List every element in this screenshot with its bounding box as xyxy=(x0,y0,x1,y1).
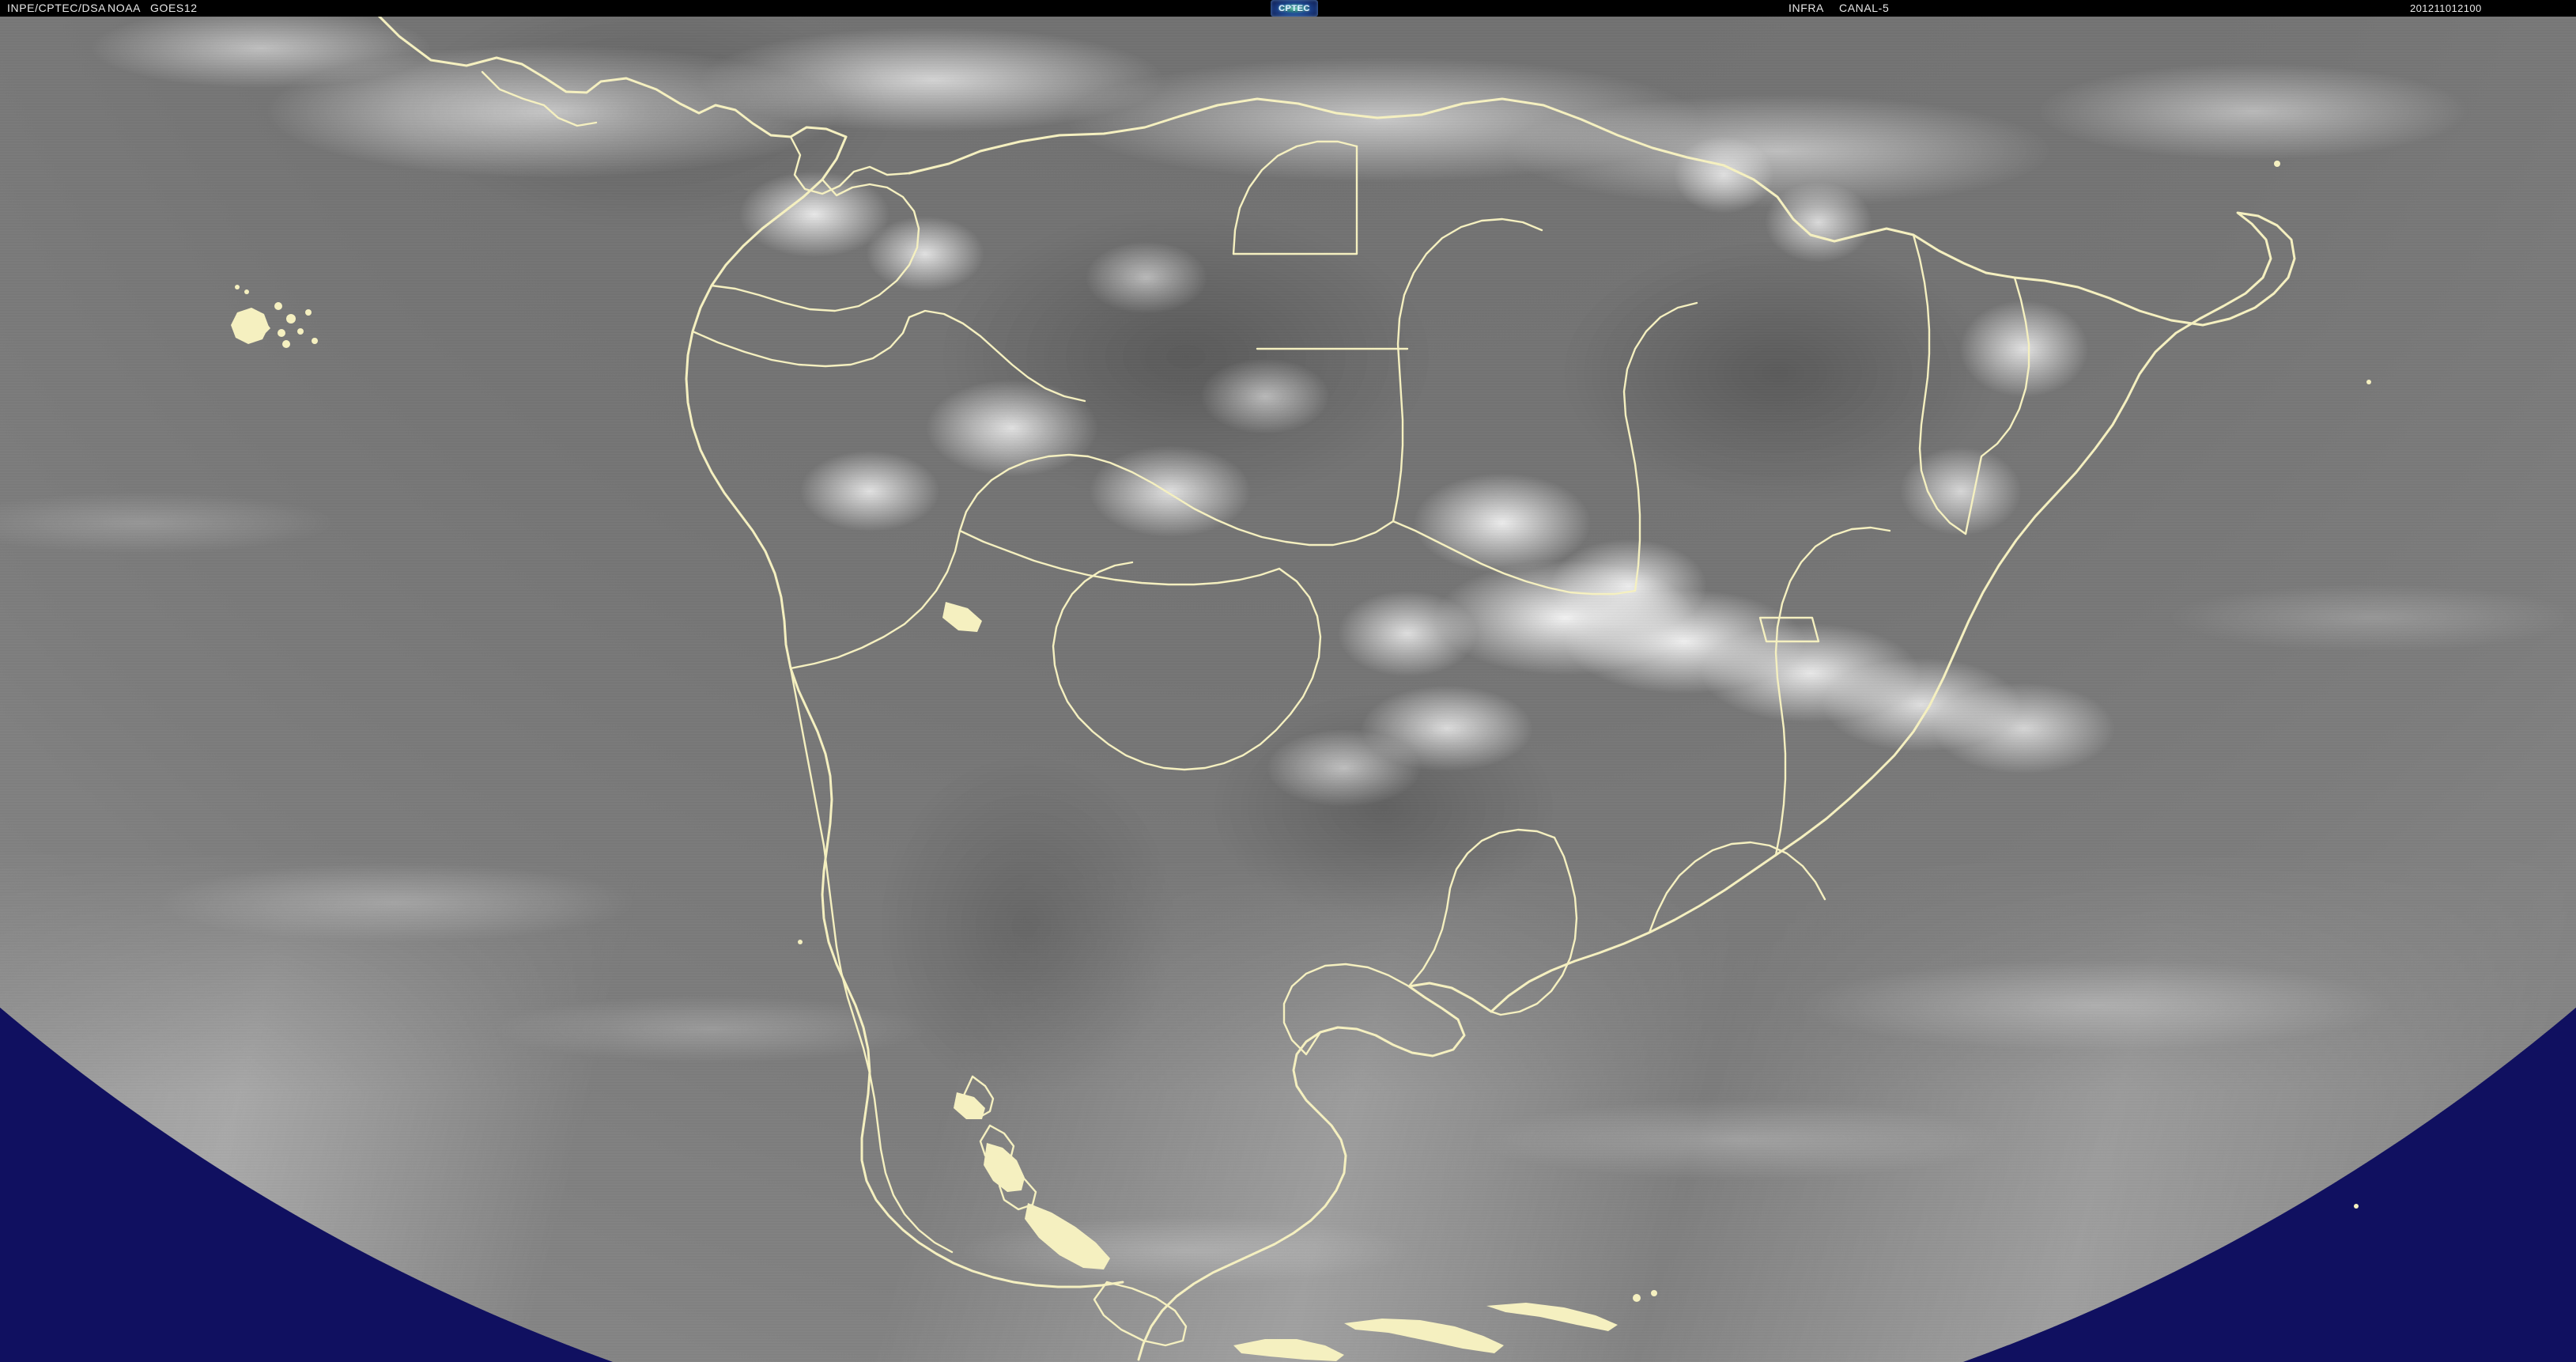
cloud-scene xyxy=(0,17,2576,1362)
scanline-texture xyxy=(0,17,2576,1362)
earth-disk xyxy=(0,17,2576,1362)
header-satellite-label: GOES12 xyxy=(150,2,198,14)
header-channel-label: CANAL-5 xyxy=(1839,2,1890,14)
space-background xyxy=(0,17,2576,1362)
header-agency-label: INPE/CPTEC/DSA xyxy=(7,2,107,14)
cptec-logo-text: CPTEC xyxy=(1279,3,1310,13)
header-bar: INPE/CPTEC/DSA NOAA GOES12 CPTEC INFRA C… xyxy=(0,0,2576,17)
cptec-logo-icon: CPTEC xyxy=(1271,0,1318,17)
header-band-label: INFRA xyxy=(1788,2,1824,14)
header-provider-label: NOAA xyxy=(108,2,142,14)
header-timestamp-label: 201211012100 xyxy=(2410,2,2482,14)
